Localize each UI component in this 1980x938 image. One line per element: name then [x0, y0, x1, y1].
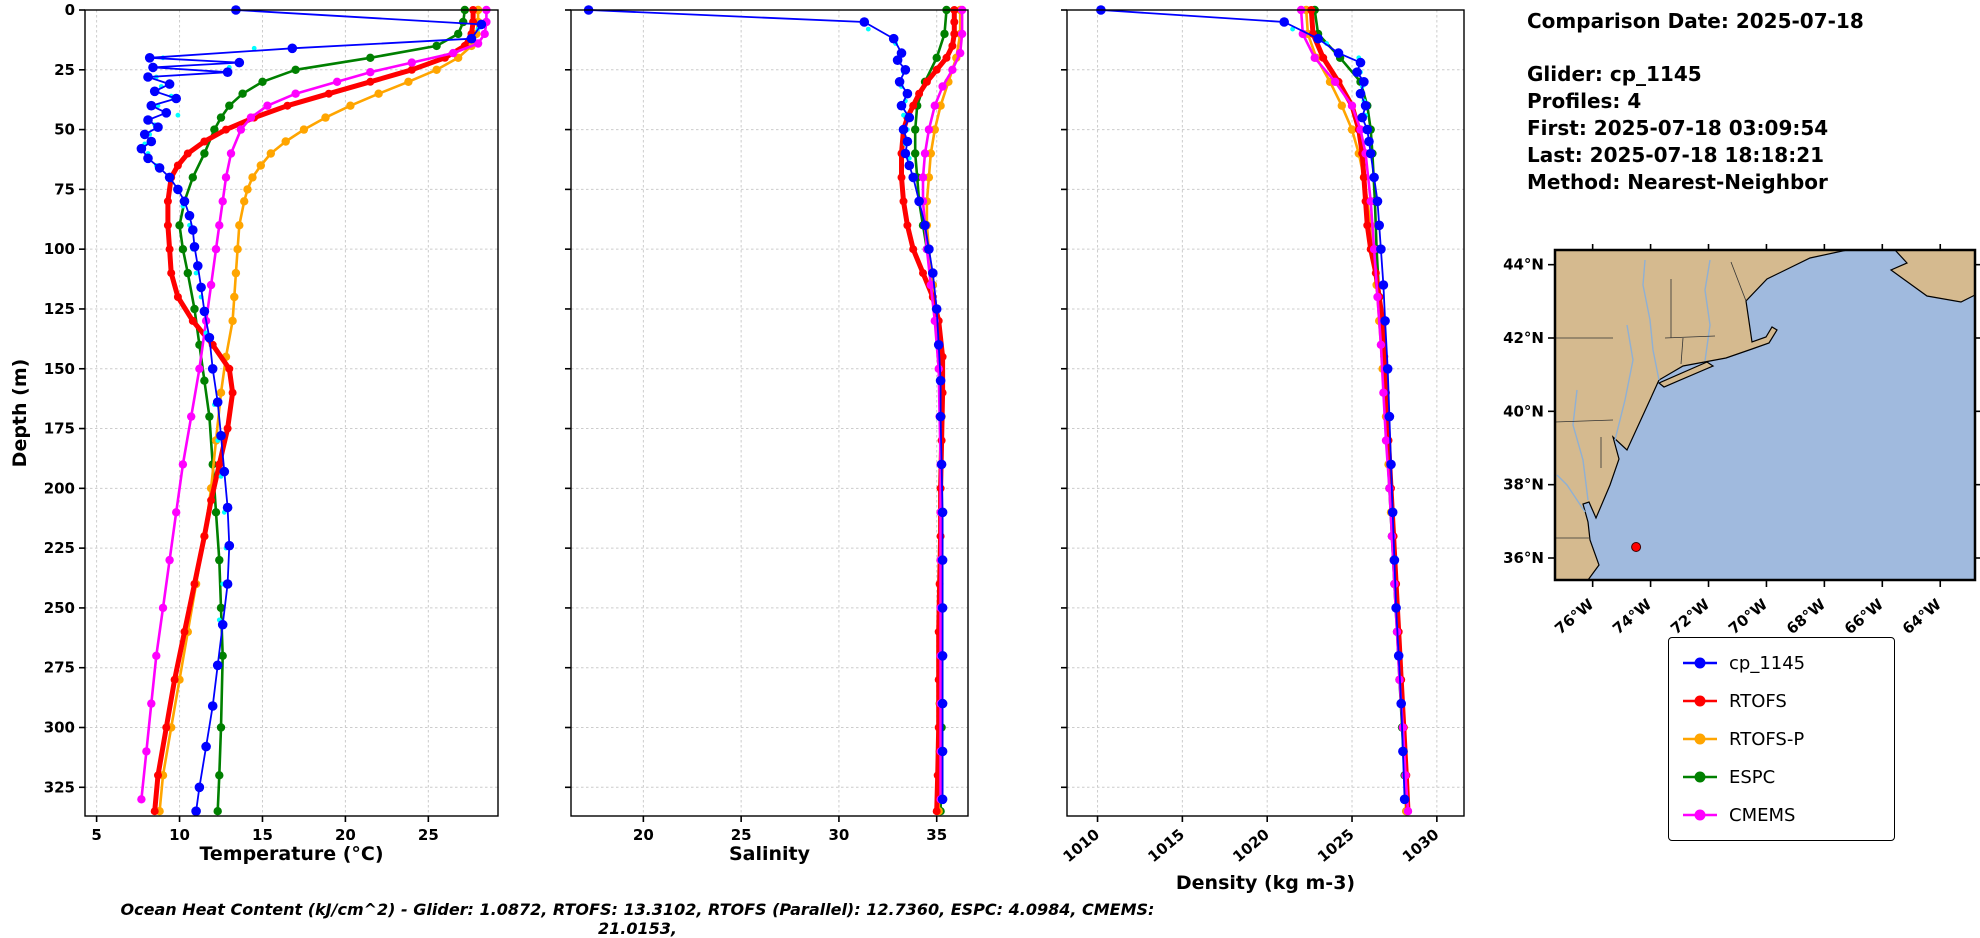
legend-marker-icon: [1683, 733, 1717, 745]
series-cmems: [137, 5, 491, 804]
svg-text:75: 75: [54, 180, 75, 198]
map-land-long-island: [1657, 361, 1715, 388]
map-lat-tick-label: 40°N: [1503, 402, 1544, 420]
map-lat-tick-label: 44°N: [1503, 256, 1544, 274]
legend-marker-icon: [1683, 771, 1717, 783]
svg-text:20: 20: [335, 826, 356, 844]
profile-plot-0: 5 10 15 20 250255075100125150175200225250275…: [44, 1, 499, 844]
map-frame: [1553, 248, 1977, 582]
legend-label: CMEMS: [1729, 804, 1796, 826]
svg-text:275: 275: [44, 659, 75, 677]
svg-text:25: 25: [54, 61, 75, 79]
map-lon-tick-label: 72°W: [1667, 595, 1713, 638]
comparison-date-text: Comparison Date: 2025-07-18: [1527, 9, 1864, 33]
map-lat-tick-label: 36°N: [1503, 549, 1544, 567]
svg-text:325: 325: [44, 778, 75, 796]
legend-item-rtofs-p: RTOFS-P: [1681, 720, 1882, 758]
temperature-axis-label: Temperature (°C): [199, 843, 384, 865]
legend-item-cmems: CMEMS: [1681, 796, 1882, 834]
legend-item-cp_1145: cp_1145: [1681, 644, 1882, 682]
map-lon-tick-label: 76°W: [1551, 595, 1597, 638]
map-lon-tick-label: 68°W: [1783, 595, 1829, 638]
legend-label: cp_1145: [1729, 652, 1806, 674]
legend-marker-icon: [1683, 695, 1717, 707]
legend-marker-icon: [1683, 657, 1717, 669]
info-gap: [1527, 35, 1864, 61]
map-lon-tick-label: 64°W: [1899, 595, 1945, 638]
method-text: Method: Nearest-Neighbor: [1527, 170, 1828, 194]
map-lon-tick-label: 66°W: [1841, 595, 1887, 638]
svg-text:35: 35: [926, 826, 947, 844]
series-cp_1145: [136, 5, 487, 816]
salinity-axis-label: Salinity: [728, 843, 811, 865]
svg-text:250: 250: [44, 599, 75, 617]
svg-text:0: 0: [65, 1, 75, 19]
svg-text:150: 150: [44, 360, 75, 378]
info-panel: Comparison Date: 2025-07-18 Glider: cp_1…: [1527, 8, 1864, 196]
legend-label: ESPC: [1729, 766, 1776, 788]
svg-text:175: 175: [44, 420, 75, 438]
map-features: [1555, 250, 1975, 580]
profile-plots-canvas: 5 10 15 20 250255075100125150175200225250275…: [44, 1, 1465, 866]
legend-marker-icon: [1683, 809, 1717, 821]
svg-text:225: 225: [44, 539, 75, 557]
svg-text:50: 50: [54, 121, 75, 139]
series-cp_1145: [583, 5, 948, 805]
svg-text:30: 30: [828, 826, 849, 844]
location-map: 44°N 42°N 40°N 38°N 36°N 76°W 74°W 72°W 70°W 68°W…: [1503, 244, 1980, 638]
map-lon-tick-label: 74°W: [1609, 595, 1655, 638]
map-rivers: [1556, 259, 1711, 513]
profile-plot-1: 20 25 30 35: [565, 5, 969, 844]
legend-item-espc: ESPC: [1681, 758, 1882, 796]
svg-text:25: 25: [731, 826, 752, 844]
svg-text:20: 20: [633, 826, 654, 844]
map-land-nova-scotia: [1889, 250, 1975, 303]
series-cp_1145: [1096, 5, 1410, 805]
profile-plot-2: 1010 1015 1020 1025 1030: [1060, 5, 1465, 866]
map-lon-tick-label: 70°W: [1725, 595, 1771, 638]
depth-axis-label: Depth (m): [9, 358, 31, 468]
ocean-heat-content-text: Ocean Heat Content (kJ/cm^2) - Glider: 1…: [120, 900, 1155, 938]
svg-text:1020: 1020: [1229, 825, 1273, 866]
svg-text:300: 300: [44, 719, 75, 737]
last-profile-text: Last: 2025-07-18 18:18:21: [1527, 143, 1825, 167]
density-axis-label: Density (kg m-3): [1175, 872, 1356, 894]
svg-text:1025: 1025: [1314, 825, 1358, 866]
legend: cp_1145 RTOFS RTOFS-P ESPC CMEMS: [1668, 637, 1895, 841]
svg-text:1010: 1010: [1060, 825, 1104, 866]
map-state-borders: [1555, 261, 1747, 539]
legend-item-rtofs: RTOFS: [1681, 682, 1882, 720]
first-profile-text: First: 2025-07-18 03:09:54: [1527, 116, 1829, 140]
svg-text:1015: 1015: [1144, 825, 1188, 866]
legend-label: RTOFS-P: [1729, 728, 1805, 750]
svg-text:100: 100: [44, 240, 75, 258]
map-lat-tick-label: 42°N: [1503, 329, 1544, 347]
map-lat-tick-label: 38°N: [1503, 476, 1544, 494]
series-rtofs-p: [155, 5, 483, 816]
svg-text:5: 5: [91, 826, 101, 844]
glider-name-text: Glider: cp_1145: [1527, 62, 1702, 86]
svg-text:15: 15: [252, 826, 273, 844]
legend-label: RTOFS: [1729, 690, 1787, 712]
svg-text:200: 200: [44, 479, 75, 497]
glider-position-marker: [1631, 542, 1642, 552]
svg-text:10: 10: [169, 826, 190, 844]
svg-text:125: 125: [44, 300, 75, 318]
profiles-count-text: Profiles: 4: [1527, 89, 1642, 113]
svg-text:1030: 1030: [1399, 825, 1443, 866]
svg-text:25: 25: [418, 826, 439, 844]
